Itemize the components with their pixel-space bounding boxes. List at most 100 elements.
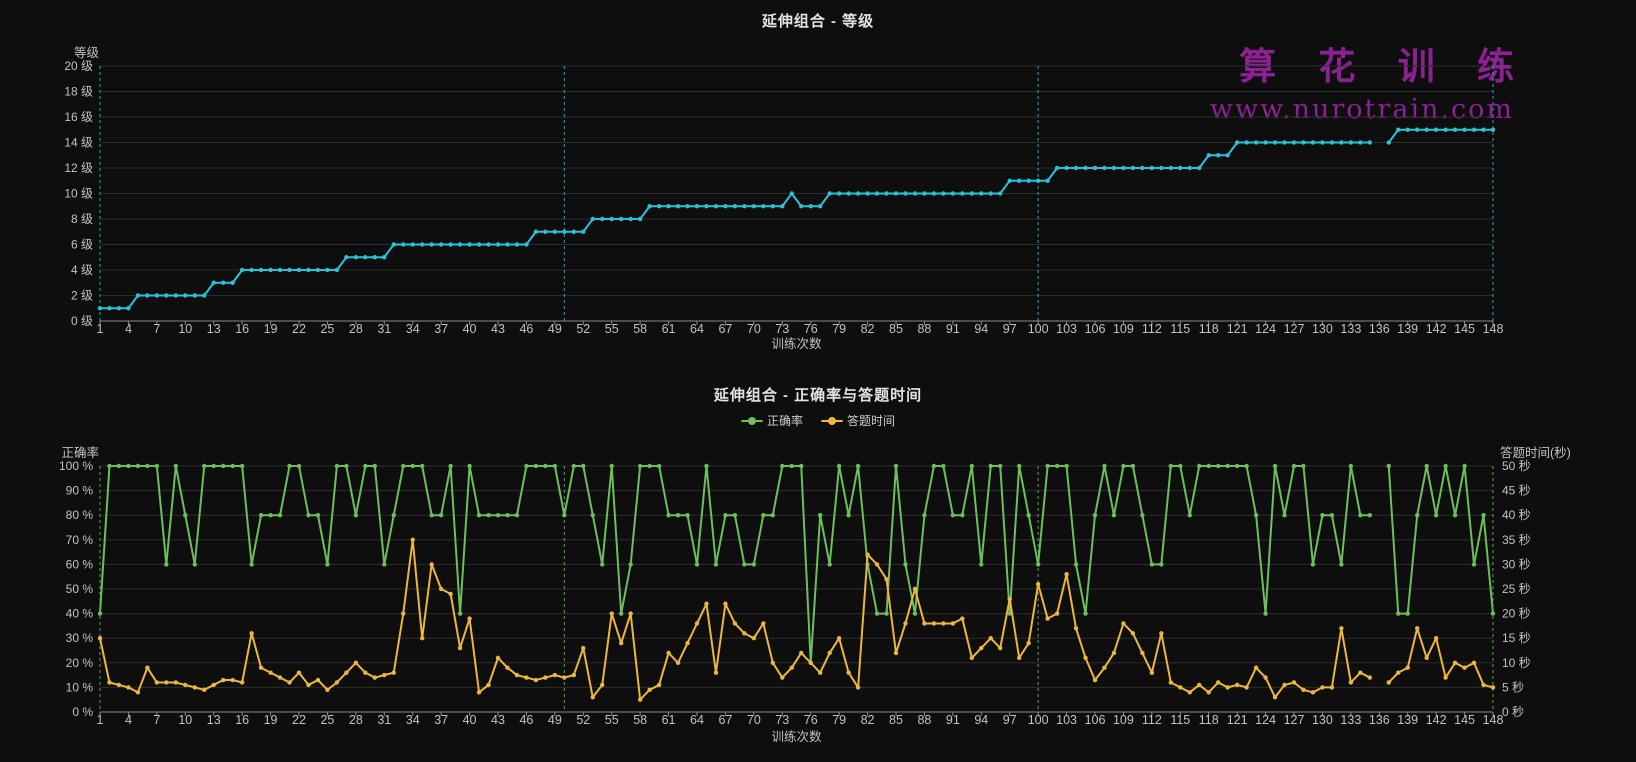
svg-text:1: 1 xyxy=(97,713,104,727)
svg-text:6 级: 6 级 xyxy=(71,238,93,252)
svg-text:25: 25 xyxy=(320,322,334,336)
svg-text:13: 13 xyxy=(207,713,221,727)
svg-text:94: 94 xyxy=(974,713,988,727)
svg-text:76: 76 xyxy=(804,713,818,727)
level-chart: 0 级 2 级 4 级 6 级 8 级 10 级 12 级 14 级 16 级 18 级 20 级 1… xyxy=(64,45,1503,351)
svg-text:124: 124 xyxy=(1255,713,1276,727)
svg-text:145: 145 xyxy=(1454,322,1475,336)
svg-text:7: 7 xyxy=(153,713,160,727)
svg-text:12 级: 12 级 xyxy=(64,161,93,175)
svg-text:19: 19 xyxy=(264,322,278,336)
svg-text:67: 67 xyxy=(718,322,732,336)
svg-text:等级: 等级 xyxy=(74,45,100,60)
svg-text:82: 82 xyxy=(861,322,875,336)
svg-text:64: 64 xyxy=(690,322,704,336)
svg-text:2 级: 2 级 xyxy=(71,289,93,303)
svg-text:40: 40 xyxy=(463,322,477,336)
svg-text:43: 43 xyxy=(491,322,505,336)
svg-text:58: 58 xyxy=(633,713,647,727)
svg-text:61: 61 xyxy=(662,713,676,727)
svg-text:10 %: 10 % xyxy=(66,680,94,694)
svg-text:130: 130 xyxy=(1312,322,1333,336)
svg-text:16: 16 xyxy=(235,322,249,336)
svg-text:37: 37 xyxy=(434,713,448,727)
svg-text:133: 133 xyxy=(1340,322,1361,336)
svg-text:148: 148 xyxy=(1483,713,1504,727)
svg-text:46: 46 xyxy=(519,713,533,727)
legend-item-answer-time[interactable]: 答题时间 xyxy=(821,412,895,429)
svg-text:7: 7 xyxy=(153,322,160,336)
svg-text:40: 40 xyxy=(463,713,477,727)
svg-text:97: 97 xyxy=(1003,713,1017,727)
svg-text:91: 91 xyxy=(946,322,960,336)
svg-text:22: 22 xyxy=(292,322,306,336)
series-答题时间 xyxy=(97,537,1496,702)
legend-label-accuracy: 正确率 xyxy=(766,414,803,428)
svg-text:106: 106 xyxy=(1085,322,1106,336)
svg-text:14 级: 14 级 xyxy=(64,136,93,150)
svg-text:97: 97 xyxy=(1003,322,1017,336)
svg-text:4 级: 4 级 xyxy=(71,263,93,277)
svg-text:50 %: 50 % xyxy=(66,582,94,596)
svg-text:61: 61 xyxy=(662,322,676,336)
svg-text:45 秒: 45 秒 xyxy=(1502,484,1531,498)
svg-text:88: 88 xyxy=(917,713,931,727)
svg-text:37: 37 xyxy=(434,322,448,336)
svg-text:73: 73 xyxy=(775,713,789,727)
series-正确率 xyxy=(97,463,1496,665)
svg-text:139: 139 xyxy=(1397,713,1418,727)
svg-text:145: 145 xyxy=(1454,713,1475,727)
legend-item-accuracy[interactable]: 正确率 xyxy=(740,412,803,429)
svg-text:76: 76 xyxy=(804,322,818,336)
svg-text:30 秒: 30 秒 xyxy=(1502,557,1531,571)
svg-text:148: 148 xyxy=(1483,322,1504,336)
svg-text:10: 10 xyxy=(178,322,192,336)
svg-text:112: 112 xyxy=(1142,322,1162,336)
svg-text:46: 46 xyxy=(519,322,533,336)
svg-text:85: 85 xyxy=(889,713,903,727)
svg-text:0 秒: 0 秒 xyxy=(1502,705,1524,719)
svg-text:20 秒: 20 秒 xyxy=(1502,607,1531,621)
svg-text:115: 115 xyxy=(1170,322,1190,336)
svg-text:100: 100 xyxy=(1028,322,1049,336)
svg-text:40 秒: 40 秒 xyxy=(1502,508,1531,522)
svg-text:10 秒: 10 秒 xyxy=(1502,656,1531,670)
svg-text:10: 10 xyxy=(178,713,192,727)
svg-text:16: 16 xyxy=(235,713,249,727)
svg-text:31: 31 xyxy=(377,322,391,336)
svg-text:70: 70 xyxy=(747,713,761,727)
svg-text:100 %: 100 % xyxy=(59,459,93,473)
accuracy-chart-legend: 正确率 答题时间 xyxy=(0,412,1636,429)
svg-text:127: 127 xyxy=(1284,713,1305,727)
svg-text:109: 109 xyxy=(1113,322,1134,336)
svg-text:35 秒: 35 秒 xyxy=(1502,533,1531,547)
svg-text:127: 127 xyxy=(1284,322,1305,336)
svg-text:115: 115 xyxy=(1170,713,1190,727)
svg-text:30 %: 30 % xyxy=(66,631,94,645)
svg-text:121: 121 xyxy=(1227,322,1248,336)
accuracy-chart-title: 延伸组合 - 正确率与答题时间 xyxy=(713,387,923,404)
svg-text:25: 25 xyxy=(320,713,334,727)
svg-text:136: 136 xyxy=(1369,322,1390,336)
svg-text:16 级: 16 级 xyxy=(64,110,93,124)
svg-text:25 秒: 25 秒 xyxy=(1502,582,1531,596)
svg-text:20 级: 20 级 xyxy=(64,59,93,73)
svg-text:118: 118 xyxy=(1199,322,1219,336)
svg-text:139: 139 xyxy=(1397,322,1418,336)
svg-text:94: 94 xyxy=(974,322,988,336)
svg-text:90 %: 90 % xyxy=(66,484,94,498)
svg-text:133: 133 xyxy=(1340,713,1361,727)
svg-text:52: 52 xyxy=(576,322,590,336)
svg-text:1: 1 xyxy=(97,322,104,336)
svg-text:106: 106 xyxy=(1085,713,1106,727)
svg-text:13: 13 xyxy=(207,322,221,336)
svg-text:52: 52 xyxy=(576,713,590,727)
svg-text:40 %: 40 % xyxy=(66,607,94,621)
svg-text:121: 121 xyxy=(1227,713,1248,727)
svg-text:34: 34 xyxy=(406,322,420,336)
svg-text:训练次数: 训练次数 xyxy=(771,729,822,744)
svg-text:142: 142 xyxy=(1426,322,1447,336)
svg-text:130: 130 xyxy=(1312,713,1333,727)
svg-text:91: 91 xyxy=(946,713,960,727)
